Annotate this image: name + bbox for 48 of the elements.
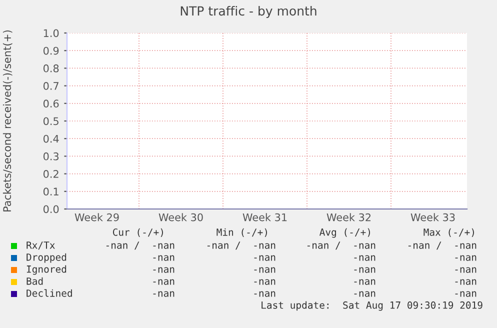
y-tick-label: 0.5 — [43, 117, 58, 126]
text: -nan / -nan — [207, 242, 276, 250]
text: Min (-/+) — [216, 228, 267, 237]
legend-label: Ignored — [26, 265, 66, 275]
y-tick-label: 0.3 — [43, 152, 59, 160]
text: -nan — [455, 291, 476, 297]
x-tick-label: Week 32 — [326, 213, 371, 222]
text: -nan — [153, 267, 174, 273]
text: -nan — [153, 279, 174, 285]
text: -nan — [153, 291, 174, 297]
y-axis-title: Packets/second received(-)/sent(+) — [2, 30, 12, 212]
text: -nan — [254, 255, 276, 261]
text: Last update: Sat Aug 17 09:30:19 2019 — [262, 301, 482, 311]
legend-label: Dropped — [26, 253, 66, 263]
text: -nan / -nan — [106, 242, 174, 250]
legend-label: Rx/Tx — [26, 242, 55, 250]
y-tick-label: 0.4 — [43, 134, 59, 143]
legend-label: Bad — [26, 277, 43, 285]
x-tick-label: Week 30 — [158, 213, 203, 222]
text: -nan — [455, 267, 476, 273]
text: -nan — [354, 291, 376, 297]
y-tick-label: 0.6 — [43, 100, 59, 108]
text: Cur (-/+) — [112, 228, 163, 237]
text: -nan — [455, 279, 476, 285]
chart-title: NTP traffic - by month — [180, 6, 316, 18]
text: -nan — [254, 267, 276, 273]
y-tick-label: 0.8 — [43, 64, 59, 72]
text: -nan — [153, 255, 174, 261]
x-tick-label: Week 29 — [74, 213, 119, 222]
y-tick-label: 0.2 — [43, 170, 58, 178]
legend-label: Declined — [26, 289, 72, 297]
text: -nan — [354, 267, 376, 273]
y-tick-label: 1.0 — [44, 29, 59, 38]
y-tick-label: 0.9 — [43, 46, 59, 55]
x-tick-label: Week 33 — [410, 213, 455, 222]
text: -nan — [354, 279, 376, 285]
text: -nan — [254, 291, 276, 297]
y-tick-label: 0.0 — [43, 205, 59, 214]
text: Max (-/+) — [424, 228, 474, 237]
x-tick-label: Week 31 — [242, 213, 287, 222]
text: Avg (-/+) — [320, 228, 370, 238]
text: -nan — [354, 255, 376, 261]
text: -nan / -nan — [408, 242, 476, 250]
y-tick-label: 0.1 — [43, 188, 58, 196]
text: -nan / -nan — [307, 242, 376, 250]
y-tick-label: 0.7 — [43, 82, 58, 90]
text: -nan — [455, 255, 476, 261]
text: -nan — [254, 279, 276, 285]
